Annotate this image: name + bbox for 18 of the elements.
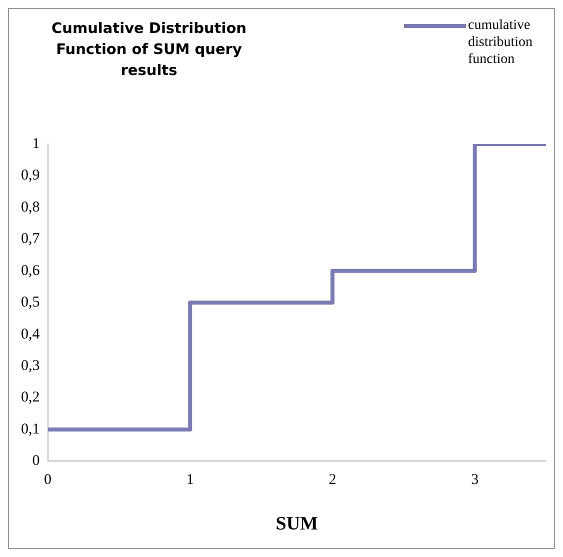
y-tick-label: 0,8 (21, 199, 40, 216)
y-tick-label: 0,4 (21, 326, 40, 342)
y-tick-label: 1 (32, 136, 40, 152)
chart-title: Cumulative Distribution Function of SUM query results (50, 20, 248, 81)
y-tick-label: 0,3 (21, 358, 40, 374)
y-tick-label: 0,5 (21, 294, 40, 311)
y-tick-label: 0 (32, 453, 40, 470)
x-tick-label: 1 (186, 472, 194, 488)
y-tick-label: 0,2 (21, 390, 40, 406)
y-tick-label: 0,6 (21, 262, 40, 279)
x-tick-label: 3 (471, 472, 479, 488)
x-axis-title: SUM (276, 514, 318, 535)
x-tick-label: 2 (328, 472, 336, 488)
y-tick-label: 0,7 (21, 231, 40, 248)
x-tick-label: 0 (44, 472, 52, 488)
y-tick-label: 0,1 (21, 421, 40, 438)
y-tick-label: 0,9 (21, 168, 40, 184)
legend-label: cumulative distribution function (468, 17, 534, 68)
